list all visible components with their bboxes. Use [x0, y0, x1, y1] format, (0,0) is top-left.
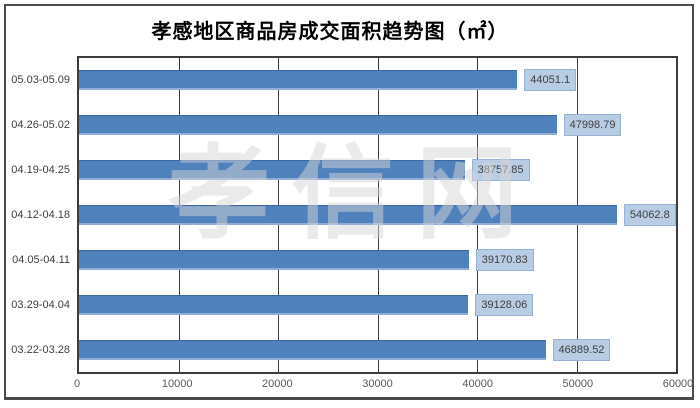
plot-area: 44051.1 47998.79 38757.85 54062.8 39170.83 39… — [77, 56, 678, 374]
chart-title: 孝感地区商品房成交面积趋势图（㎡） — [151, 19, 509, 43]
bar — [79, 205, 617, 225]
y-axis-category-labels: 05.03-05.09 04.26-05.02 04.19-04.25 04.12-0… — [0, 56, 70, 374]
x-tick-label: 50000 — [562, 378, 594, 390]
bar — [79, 160, 465, 181]
category-label: 04.12-04.18 — [11, 208, 70, 221]
bar-value-label: 39170.83 — [475, 248, 534, 271]
bar-value-label: 39128.06 — [475, 293, 534, 316]
x-tick-label: 40000 — [462, 378, 493, 390]
bar — [79, 339, 546, 360]
x-tick-label: 0 — [73, 378, 81, 390]
bar-value-label: 54062.8 — [623, 204, 676, 226]
bar — [79, 70, 518, 91]
bar — [79, 294, 469, 315]
x-tick-label: 30000 — [362, 378, 393, 390]
bar — [79, 115, 557, 136]
category-label: 04.26-05.02 — [11, 119, 70, 132]
bar-value-label: 46889.52 — [552, 338, 611, 361]
bar-value-label: 47998.79 — [563, 114, 622, 137]
category-label: 04.05-04.11 — [12, 253, 70, 266]
bar — [79, 249, 469, 270]
x-tick-label: 20000 — [262, 378, 293, 390]
x-tick-label: 10000 — [161, 378, 193, 390]
x-axis-tick-labels: 0 10000 20000 30000 40000 50000 60000 — [73, 378, 693, 396]
category-label: 04.19-04.25 — [11, 164, 70, 177]
bar-value-label: 38757.85 — [471, 159, 530, 182]
category-label: 05.03-05.09 — [11, 74, 70, 87]
x-tick-label: 60000 — [662, 378, 694, 390]
bar-value-label: 44051.1 — [524, 69, 577, 92]
category-label: 03.29-04.04 — [11, 298, 70, 311]
category-label: 03.22-03.28 — [11, 343, 70, 356]
